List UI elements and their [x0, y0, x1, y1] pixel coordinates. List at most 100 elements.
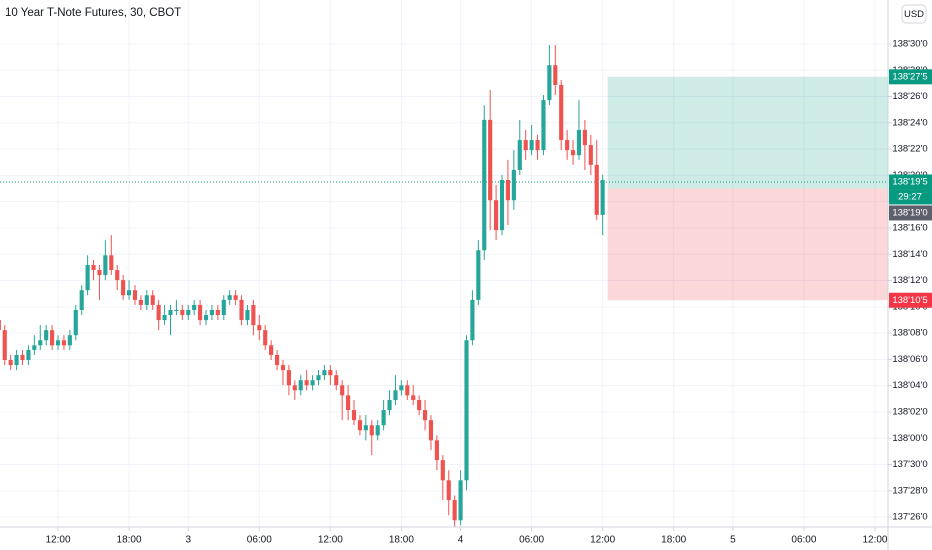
candle-body	[559, 84, 564, 141]
candle-body	[198, 304, 203, 321]
y-tick-label: 138'22'0	[892, 144, 927, 155]
candle-body	[61, 340, 67, 346]
candle-body	[375, 425, 380, 436]
last-price-badge	[889, 174, 932, 190]
x-tick-label: 18:00	[661, 535, 686, 546]
candle-body	[79, 290, 84, 310]
candle-body	[411, 395, 416, 400]
candle-body	[174, 309, 179, 311]
y-tick-label: 138'14'0	[892, 249, 927, 260]
candle-body	[369, 425, 374, 436]
candle-body	[73, 309, 78, 336]
candle-body	[399, 385, 404, 391]
candle-body	[126, 290, 132, 296]
y-tick-label: 138'16'0	[892, 222, 927, 233]
target-zone	[607, 76, 888, 189]
candle-body	[245, 309, 250, 321]
candle-body	[32, 345, 37, 350]
target-badge	[889, 69, 932, 85]
candle-body	[405, 385, 410, 396]
candle-body	[44, 330, 49, 341]
x-tick-label: 12:00	[46, 535, 71, 546]
candle-body	[452, 500, 457, 521]
candle-body	[203, 315, 209, 321]
candle-body	[14, 354, 19, 366]
candle-body	[115, 270, 120, 281]
candle-body	[422, 410, 428, 421]
candle-body	[150, 295, 155, 305]
candle-body	[458, 480, 463, 521]
candle-body	[470, 299, 475, 341]
candle-body	[594, 164, 599, 215]
x-tick-label: 5	[730, 535, 736, 546]
x-tick-label: 12:00	[862, 535, 887, 546]
x-tick-label: 12:00	[590, 535, 615, 546]
candle-body	[517, 140, 522, 170]
y-tick-label: 138'08'0	[892, 328, 927, 339]
candle-body	[304, 380, 309, 386]
candle-body	[600, 180, 605, 215]
candle-body	[132, 290, 138, 300]
candle-body	[180, 309, 185, 316]
y-tick-label: 138'02'0	[892, 406, 927, 417]
candle-body	[494, 200, 499, 231]
stop-badge	[889, 292, 932, 308]
entry-badge	[889, 205, 932, 221]
candle-body	[269, 345, 274, 355]
chart-title: 10 Year T-Note Futures, 30, CBOT	[5, 7, 181, 19]
candle-body	[55, 340, 61, 346]
x-tick-label: 06:00	[519, 535, 544, 546]
x-tick-label: 12:00	[318, 535, 343, 546]
candle-body	[417, 399, 422, 411]
candle-body	[529, 140, 534, 151]
candle-body	[440, 460, 445, 481]
candle-body	[215, 309, 220, 316]
candle-body	[553, 65, 558, 85]
currency[interactable]: USD	[904, 9, 924, 20]
candle-body	[482, 119, 487, 251]
candle-body	[446, 480, 451, 501]
y-tick-label: 138'24'0	[892, 117, 927, 128]
candle-body	[541, 100, 546, 151]
x-tick-label: 06:00	[247, 535, 272, 546]
y-tick-label: 138'00'0	[892, 433, 927, 444]
currency-button[interactable]	[901, 4, 927, 24]
candle-body	[576, 129, 582, 156]
candle-body	[67, 335, 72, 346]
y-tick-label: 138'04'0	[892, 380, 927, 391]
candle-body	[26, 349, 31, 361]
y-tick-label: 138'06'0	[892, 354, 927, 365]
candle-body	[186, 309, 191, 316]
candle-body	[20, 354, 25, 361]
candle-body	[316, 375, 321, 381]
candle-body	[547, 65, 552, 101]
candle-body	[351, 410, 357, 421]
candle-body	[8, 360, 13, 366]
stop-label: 138'10'5	[892, 295, 927, 306]
candle-body	[570, 150, 576, 156]
candle-body	[103, 255, 108, 276]
candle-body	[328, 370, 333, 376]
candle-body	[505, 180, 511, 201]
countdown-badge	[889, 189, 932, 205]
candle-body	[346, 395, 351, 411]
y-tick-label: 138'26'0	[892, 91, 927, 102]
candle-body	[535, 140, 540, 151]
countdown: 29:27	[898, 191, 922, 202]
candle-body	[263, 330, 268, 346]
candle-body	[381, 410, 386, 426]
candle-body	[523, 140, 528, 151]
candle-body	[428, 420, 434, 441]
candle-body	[121, 280, 126, 296]
target-label: 138'27'5	[892, 71, 927, 82]
candle-body	[387, 399, 392, 411]
candle-body	[511, 169, 516, 201]
entry-label: 138'19'0	[892, 207, 927, 218]
candle-body	[292, 385, 297, 391]
candle-body	[2, 330, 7, 361]
candle-body	[434, 440, 439, 461]
candle-body	[257, 325, 262, 331]
candle-body	[310, 380, 315, 386]
x-tick-label: 18:00	[117, 535, 142, 546]
